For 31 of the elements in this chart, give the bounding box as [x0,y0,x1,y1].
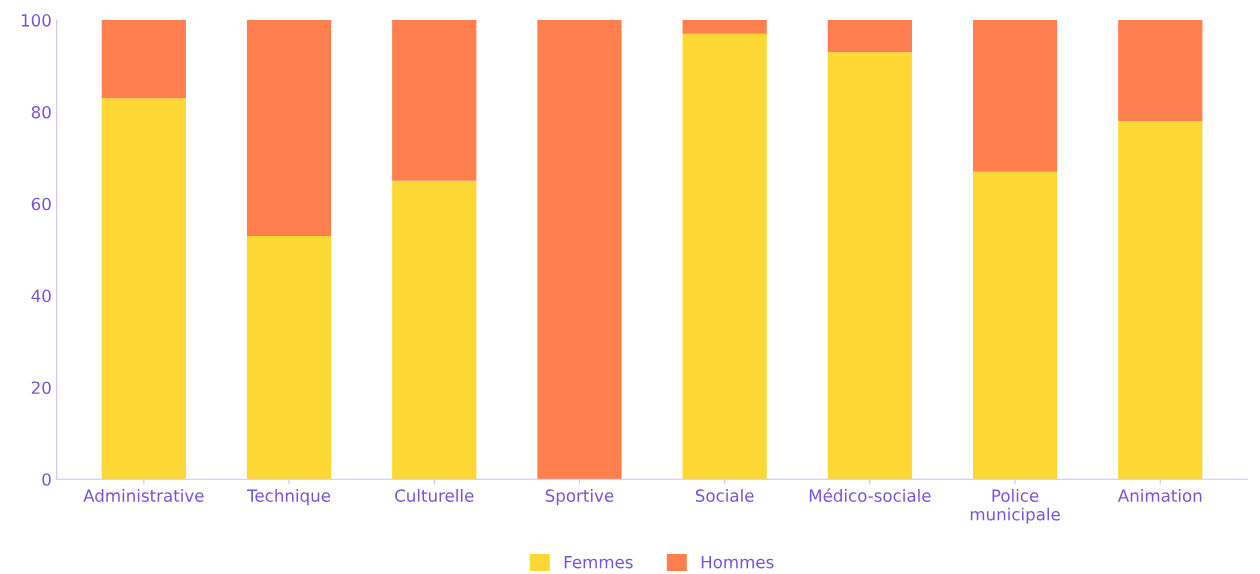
x-tick-label: Culturelle [395,489,474,502]
y-tick-label: 80 [31,105,51,119]
bar [827,52,912,480]
y-tick-label: 60 [31,197,51,211]
bar [101,20,186,99]
bar [1118,20,1203,122]
bar [101,98,186,480]
x-tick-label: Médico-sociale [809,488,931,502]
y-tick-label: 20 [31,381,51,395]
bar [682,20,767,34]
legend-label: Hommes [701,556,774,569]
x-tick-label: Technique [247,489,331,506]
bar [972,171,1058,480]
y-tick-label: 40 [31,289,51,303]
bar [682,33,767,480]
y-tick-label: 100 [21,14,51,27]
x-tick-label: Animation [1117,489,1202,502]
y-tick-label: 0 [42,473,51,486]
bar [246,20,332,236]
x-tick-label: Sociale [695,489,754,502]
x-tick-label: Administrative [83,489,204,502]
bar [972,20,1058,172]
bar [827,20,912,53]
bar [246,235,332,480]
legend-label: Femmes [564,556,633,569]
bar [392,180,477,480]
bar [1118,121,1203,480]
x-tick-label: Sportive [545,489,614,506]
bar [537,20,622,480]
x-tick-label: Police municipale [970,489,1060,524]
bar [392,20,477,181]
